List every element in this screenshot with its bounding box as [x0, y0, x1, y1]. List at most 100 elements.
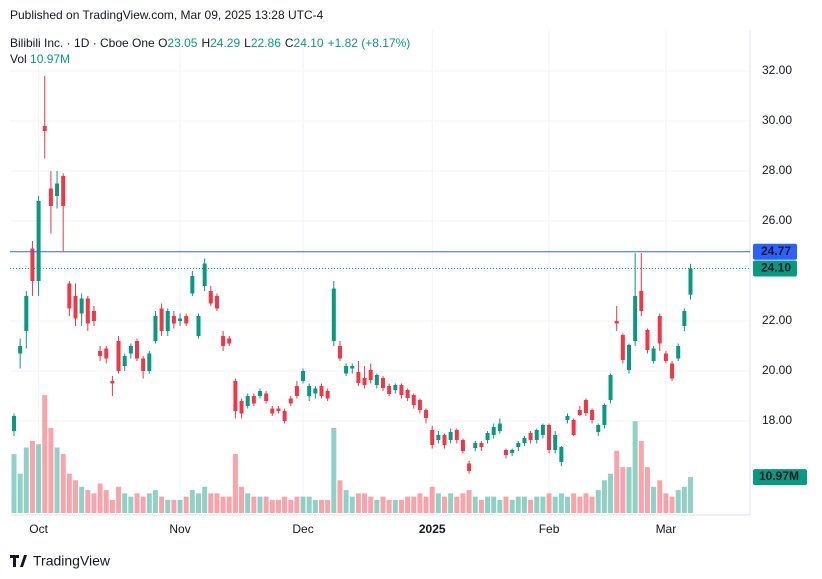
ohlc-key: H [201, 36, 211, 50]
candle-body [344, 366, 349, 374]
candle-body [374, 375, 379, 385]
candle-body [55, 183, 60, 196]
symbol: Bilibili Inc. · 1D · Cboe One [10, 36, 155, 50]
candle-body [651, 348, 656, 361]
ohlc-value: 22.86 [250, 36, 281, 50]
volume-line: Vol 10.97M [10, 52, 70, 66]
volume-bar [134, 493, 140, 513]
volume-bar [128, 496, 134, 513]
candle-body [48, 188, 53, 206]
candle-body [362, 378, 367, 385]
volume-bar [429, 486, 435, 513]
candle-body [12, 416, 16, 431]
candle-body [227, 338, 232, 344]
y-tick-label: 18.00 [762, 413, 792, 427]
volume-bar [608, 473, 614, 513]
volume-bar [417, 493, 423, 513]
volume-bar [491, 496, 497, 513]
candle-body [251, 396, 256, 404]
volume-bar [669, 496, 675, 513]
candle-body [282, 411, 287, 421]
volume-bar [189, 490, 195, 513]
volume-bar [97, 483, 103, 513]
candle-body [534, 430, 539, 440]
candle-body [608, 375, 613, 400]
volume-bar [319, 499, 324, 513]
ohlc-value: 24.29 [210, 36, 241, 50]
volume-bar [411, 496, 417, 513]
volume-bar [638, 440, 644, 513]
candle-body [633, 296, 638, 341]
ohlc: O23.05 H24.29 L22.86 C24.10 [158, 36, 328, 50]
volume-bar [681, 486, 687, 513]
volume-bar [109, 499, 115, 513]
candle-body [325, 391, 330, 399]
volume-bar [177, 499, 183, 513]
volume-bar [657, 480, 663, 513]
candle-body [190, 276, 195, 294]
candle-body [18, 346, 23, 354]
published: Published on TradingView.com, Mar 09, 20… [10, 8, 324, 22]
candle-body [141, 358, 146, 371]
candle-body [196, 316, 201, 336]
volume-bar [79, 486, 85, 513]
candle-body [91, 311, 96, 321]
candle-body [399, 385, 404, 395]
candle-body [627, 345, 631, 370]
volume-bar [288, 499, 294, 513]
volume-bar [42, 395, 48, 513]
candle-body [411, 395, 416, 405]
volume-bar [257, 496, 263, 513]
candle-body [454, 430, 459, 440]
candle-body [184, 316, 189, 324]
volume-bar [374, 499, 380, 513]
x-tick-label: 2025 [419, 522, 446, 536]
volume-bar [546, 493, 552, 513]
volume-bar [146, 493, 152, 513]
candle-body [417, 400, 422, 410]
volume-bar [663, 493, 669, 513]
volume-bar [454, 496, 460, 513]
volume-bar [220, 496, 226, 513]
volume-bar [509, 499, 515, 513]
candle-body [202, 263, 207, 286]
candle-body [657, 316, 662, 344]
volume-bar [337, 480, 343, 513]
volume-bar [392, 499, 398, 513]
candle-body [301, 371, 306, 381]
candle-body [590, 410, 595, 420]
candle-body [276, 408, 281, 411]
volume-bar [571, 493, 577, 513]
volume-bar [103, 490, 109, 513]
volume-bar [386, 499, 392, 513]
candle-body [208, 291, 213, 304]
candle-body [178, 318, 183, 321]
ohlc-key: L [244, 36, 251, 50]
volume-bar [521, 496, 527, 513]
candle-body [387, 386, 392, 394]
volume-bar [60, 454, 66, 513]
y-tick-label: 22.00 [762, 313, 792, 327]
volume-bar [368, 496, 374, 513]
price-label: 24.10 [761, 261, 791, 275]
price-label-box [753, 260, 797, 277]
volume-bar [300, 496, 306, 513]
volume-bar [435, 493, 441, 513]
candle-body [153, 316, 158, 341]
candle-body [79, 298, 84, 314]
candle-body [559, 447, 564, 462]
volume-bar [11, 454, 17, 513]
volume-bar [448, 493, 454, 513]
volume-bar [263, 496, 269, 513]
volume-bar [497, 499, 503, 513]
volume-bar [208, 493, 214, 513]
ohlc-value: 23.05 [167, 36, 198, 50]
volume-bar [558, 493, 564, 513]
ohlc-key: C [284, 36, 294, 50]
volume-bar [485, 496, 491, 513]
volume-bar [116, 486, 122, 513]
candle-body [159, 308, 164, 331]
candle-body [116, 341, 121, 371]
